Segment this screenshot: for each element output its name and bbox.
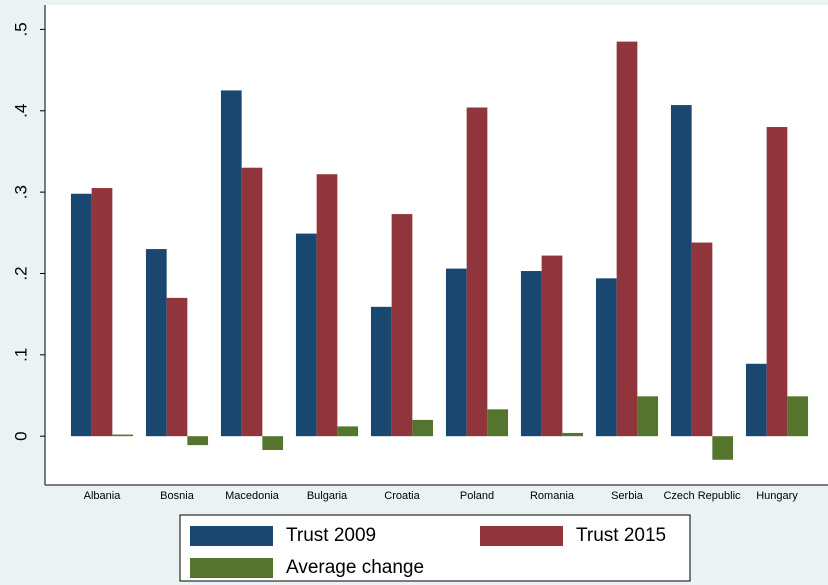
- bar: [337, 426, 359, 437]
- bar: [316, 174, 338, 437]
- x-tick-label: Croatia: [384, 490, 420, 502]
- y-tick-label: .5: [11, 22, 30, 36]
- x-tick-label: Czech Republic: [663, 490, 741, 502]
- bar: [295, 233, 317, 437]
- legend-label: Trust 2009: [286, 525, 376, 546]
- x-tick-label: Poland: [460, 490, 494, 502]
- bar: [745, 363, 767, 437]
- bar: [370, 306, 392, 437]
- bar: [766, 127, 788, 437]
- bar: [520, 271, 542, 437]
- bar: [616, 41, 638, 437]
- bar: [466, 107, 488, 437]
- bar: [595, 278, 617, 437]
- legend-swatch: [190, 526, 273, 546]
- y-tick-label: .3: [11, 185, 30, 199]
- bar: [541, 255, 563, 437]
- x-tick-label: Bosnia: [160, 490, 195, 502]
- bar: [412, 419, 434, 437]
- x-tick-label: Romania: [530, 490, 575, 502]
- y-tick-label: .2: [11, 266, 30, 280]
- bar: [712, 436, 734, 460]
- bar: [262, 436, 284, 451]
- y-tick-label: .4: [11, 104, 30, 118]
- bar: [112, 434, 134, 437]
- legend-label: Average change: [286, 557, 424, 578]
- x-tick-label: Albania: [84, 490, 122, 502]
- bar: [637, 396, 659, 437]
- x-tick-label: Bulgaria: [307, 490, 348, 502]
- y-tick-label: 0: [11, 431, 30, 440]
- legend-label: Trust 2015: [576, 525, 666, 546]
- legend-swatch: [190, 558, 273, 578]
- y-tick-label: .1: [11, 348, 30, 362]
- bar: [220, 90, 242, 437]
- bar: [445, 268, 467, 437]
- bar: [562, 432, 584, 437]
- bar: [166, 297, 188, 437]
- x-tick-label: Macedonia: [225, 490, 280, 502]
- bar: [187, 436, 209, 446]
- bar: [670, 105, 692, 437]
- bar: [241, 167, 263, 437]
- x-tick-label: Serbia: [611, 490, 644, 502]
- legend-swatch: [480, 526, 563, 546]
- bar: [691, 242, 713, 437]
- bar: [787, 396, 809, 437]
- x-tick-label: Hungary: [756, 490, 798, 502]
- bar: [70, 193, 92, 437]
- bar: [487, 409, 509, 437]
- bar: [145, 249, 167, 437]
- bar: [391, 214, 413, 437]
- bar: [91, 188, 113, 437]
